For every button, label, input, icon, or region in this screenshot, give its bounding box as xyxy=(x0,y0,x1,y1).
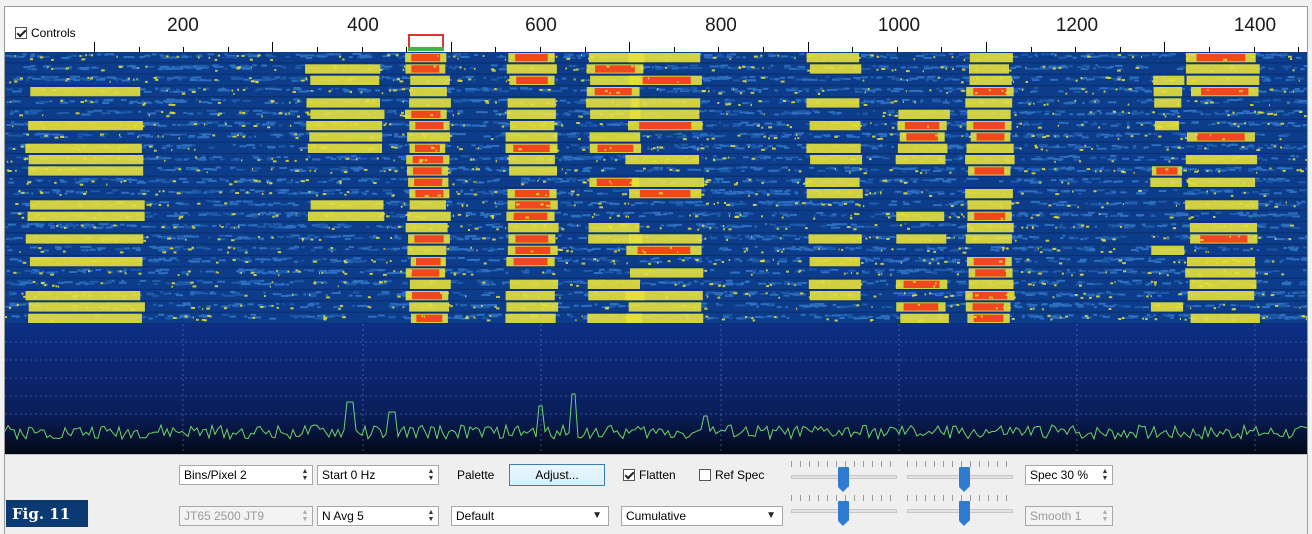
flatten-check-icon[interactable] xyxy=(623,469,635,481)
zero-slider-bottom[interactable] xyxy=(907,493,1013,527)
spectrum-display[interactable] xyxy=(5,324,1307,454)
spec-percent-spinbox[interactable]: Spec 30 % ▲ ▼ xyxy=(1025,465,1113,485)
adjust-button[interactable]: Adjust... xyxy=(509,464,605,486)
controls-check-icon[interactable] xyxy=(15,27,27,39)
chevron-down-icon: ▼ xyxy=(592,510,602,521)
spectrum-plot xyxy=(5,324,1307,454)
start-frequency-spinbox[interactable]: Start 0 Hz ▲ ▼ xyxy=(317,465,439,485)
scale-label-400: 400 xyxy=(347,15,379,36)
bins-per-pixel-value: Bins/Pixel 2 xyxy=(184,468,247,482)
slider-thumb[interactable] xyxy=(838,467,849,492)
gain-slider-top[interactable] xyxy=(791,459,897,493)
flatten-checkbox[interactable]: Flatten xyxy=(623,465,676,485)
scale-label-800: 800 xyxy=(705,15,737,36)
control-panel: Bins/Pixel 2 ▲ ▼ Start 0 Hz ▲ ▼ JT65 2500 … xyxy=(5,454,1307,534)
jt65-jt9-spinbox[interactable]: JT65 2500 JT9 ▲ ▼ xyxy=(179,506,313,526)
spin-arrows-icon[interactable]: ▲ ▼ xyxy=(301,468,309,482)
flatten-label: Flatten xyxy=(639,468,676,482)
tx-frequency-marker[interactable] xyxy=(408,47,444,51)
gain-slider-bottom[interactable] xyxy=(791,493,897,527)
spin-arrows-icon[interactable]: ▲ ▼ xyxy=(1101,509,1109,523)
frequency-scale[interactable]: Controls 200 400 600 800 1000 1200 1400 xyxy=(5,7,1307,53)
scale-label-1000: 1000 xyxy=(877,15,921,36)
rx-frequency-marker[interactable] xyxy=(408,34,444,48)
controls-label: Controls xyxy=(31,26,76,40)
slider-thumb[interactable] xyxy=(959,501,970,526)
ref-spec-checkbox[interactable]: Ref Spec xyxy=(699,465,764,485)
slider-thumb[interactable] xyxy=(838,501,849,526)
scale-label-1400: 1400 xyxy=(1233,15,1277,36)
palette-label: Palette xyxy=(457,468,495,482)
wide-graph-window: Controls 200 400 600 800 1000 1200 1400 … xyxy=(4,6,1308,534)
waterfall-display[interactable] xyxy=(5,52,1307,324)
smooth-spinbox[interactable]: Smooth 1 ▲ ▼ xyxy=(1025,506,1113,526)
n-avg-spinbox[interactable]: N Avg 5 ▲ ▼ xyxy=(317,506,439,526)
spectrum-mode-select[interactable]: Cumulative ▼ xyxy=(621,506,783,526)
figure-caption-label: Fig. 11 xyxy=(6,500,88,527)
spectrum-mode-value: Cumulative xyxy=(626,509,687,523)
ref-spec-label: Ref Spec xyxy=(715,468,765,482)
chevron-down-icon: ▼ xyxy=(766,510,776,521)
waterfall-image xyxy=(5,53,1307,324)
smooth-value: Smooth 1 xyxy=(1030,509,1082,523)
spec-percent-value: Spec 30 % xyxy=(1030,468,1089,482)
start-frequency-value: Start 0 Hz xyxy=(322,468,376,482)
palette-select[interactable]: Default ▼ xyxy=(451,506,609,526)
spin-arrows-icon[interactable]: ▲ ▼ xyxy=(427,468,435,482)
scale-label-600: 600 xyxy=(525,15,557,36)
spin-arrows-icon[interactable]: ▲ ▼ xyxy=(301,509,309,523)
slider-thumb[interactable] xyxy=(959,467,970,492)
bins-per-pixel-spinbox[interactable]: Bins/Pixel 2 ▲ ▼ xyxy=(179,465,313,485)
palette-select-value: Default xyxy=(456,509,495,523)
scale-label-200: 200 xyxy=(167,15,199,36)
jt-mode-value: JT65 2500 JT9 xyxy=(184,509,265,523)
zero-slider-top[interactable] xyxy=(907,459,1013,493)
scale-label-1200: 1200 xyxy=(1055,15,1099,36)
ref-spec-check-icon[interactable] xyxy=(699,469,711,481)
spin-arrows-icon[interactable]: ▲ ▼ xyxy=(427,509,435,523)
n-avg-value: N Avg 5 xyxy=(322,509,364,523)
controls-checkbox[interactable]: Controls xyxy=(15,26,76,40)
spin-arrows-icon[interactable]: ▲ ▼ xyxy=(1101,468,1109,482)
